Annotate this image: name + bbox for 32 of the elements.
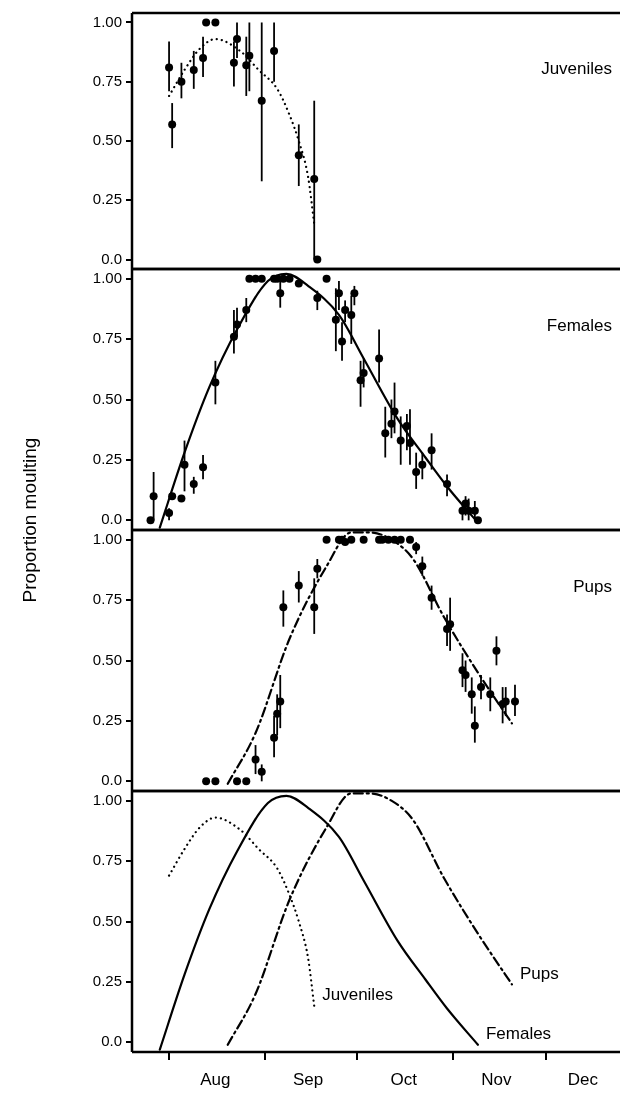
y-tick-label: 1.00 xyxy=(92,12,122,30)
y-tick-label: 0.25 xyxy=(92,190,122,208)
y-tick-label: 1.00 xyxy=(92,790,122,808)
y-tick-label: 0.75 xyxy=(92,590,122,608)
y-tick-label: 0.25 xyxy=(92,711,122,729)
y-tick-label: 0.0 xyxy=(101,249,122,267)
y-axis-title: Proportion moulting xyxy=(19,437,41,603)
series-label: Juveniles xyxy=(322,985,394,1005)
x-tick-label: Oct xyxy=(390,1069,418,1089)
y-tick-label: 0.50 xyxy=(92,911,122,929)
series-label: Females xyxy=(485,1023,552,1043)
series-label: Pups xyxy=(519,963,559,983)
annotation: Females xyxy=(546,316,612,336)
x-tick-label: Nov xyxy=(481,1069,513,1089)
annotation: Pups xyxy=(573,577,612,597)
y-tick-label: 0.0 xyxy=(101,510,122,528)
y-tick-label: 1.00 xyxy=(92,529,122,547)
y-tick-label: 0.50 xyxy=(92,389,122,407)
y-tick-label: 0.0 xyxy=(101,1032,122,1050)
y-tick-label: 0.25 xyxy=(92,972,122,990)
y-tick-label: 0.25 xyxy=(92,450,122,468)
y-tick-label: 0.0 xyxy=(101,771,122,789)
annotation: Juveniles xyxy=(541,59,612,79)
y-tick-label: 1.00 xyxy=(92,268,122,286)
y-tick-label: 0.50 xyxy=(92,131,122,149)
x-tick-label: Aug xyxy=(200,1069,231,1089)
y-tick-label: 0.75 xyxy=(92,851,122,869)
y-tick-label: 0.75 xyxy=(92,329,122,347)
y-tick-label: 0.50 xyxy=(92,650,122,668)
x-tick-label: Dec xyxy=(567,1069,599,1089)
x-tick-label: Sep xyxy=(292,1069,324,1089)
y-tick-label: 0.75 xyxy=(92,71,122,89)
